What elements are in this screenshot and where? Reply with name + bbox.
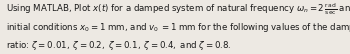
Text: ratio: $\zeta = 0.01,\; \zeta = 0.2,\; \zeta = 0.1,\; \zeta = 0.4,$ and $\zeta =: ratio: $\zeta = 0.01,\; \zeta = 0.2,\; \… [6,39,232,52]
Text: initial conditions $x_0 = 1$ mm, and $v_0\, = 1$ mm for the following values of : initial conditions $x_0 = 1$ mm, and $v_… [6,21,350,33]
Text: Using MATLAB, Plot $x(t)$ for a damped system of natural frequency $\omega_n = 2: Using MATLAB, Plot $x(t)$ for a damped s… [6,2,350,17]
